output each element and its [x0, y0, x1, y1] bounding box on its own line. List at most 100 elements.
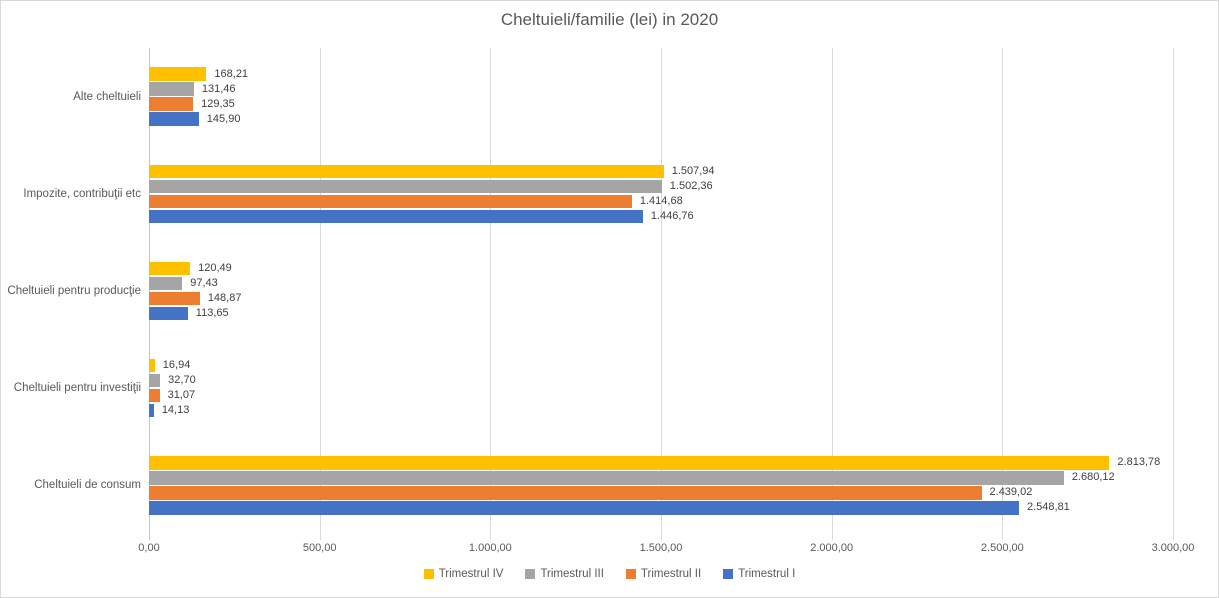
- bar-trimestrul-iv: [149, 67, 207, 81]
- bar-value-label: 2.548,81: [1026, 501, 1070, 514]
- legend-item: Trimestrul II: [625, 568, 702, 580]
- bar-value-label: 168,21: [214, 67, 249, 80]
- legend-swatch: [525, 569, 536, 579]
- bar-trimestrul-i: [149, 209, 643, 224]
- legend-swatch: [625, 569, 636, 579]
- x-tick-label: 1.000,00: [468, 542, 512, 554]
- bar-row: 16,94: [149, 358, 1173, 373]
- legend-label: Trimestrul I: [738, 568, 796, 580]
- bar-trimestrul-iii: [149, 82, 194, 96]
- gridline: [1002, 48, 1004, 540]
- bar-trimestrul-iv: [149, 456, 1110, 470]
- bar-row: 1.414,68: [149, 194, 1173, 209]
- legend-item: Trimestrul I: [723, 568, 795, 580]
- bar-trimestrul-iii: [149, 179, 662, 194]
- bar-trimestrul-i: [149, 501, 1019, 515]
- chart-title: Cheltuieli/familie (lei) in 2020: [500, 10, 719, 29]
- bar-trimestrul-ii: [149, 486, 982, 500]
- gridline: [661, 48, 662, 540]
- category-band: 2.813,78 2.680,12 2.439,02 2.548,81: [149, 437, 1173, 534]
- bar-row: 2.548,81: [149, 501, 1173, 515]
- bar-value-label: 97,43: [190, 276, 218, 289]
- bar-value-label: 131,46: [201, 82, 236, 95]
- category-band: 168,21 131,46 129,35 145,90: [149, 48, 1173, 145]
- bar-trimestrul-ii: [149, 194, 632, 209]
- bar-value-label: 31,07: [167, 389, 196, 402]
- bar-value-label: 16,94: [162, 359, 191, 372]
- bar-trimestrul-iv: [149, 164, 664, 179]
- category-band: 16,94 32,70 31,07 14,13: [149, 340, 1173, 437]
- bar-row: 14,13: [149, 403, 1173, 418]
- bar-stack: 16,94 32,70 31,07 14,13: [149, 358, 1173, 418]
- bar-trimestrul-iv: [149, 358, 155, 373]
- category-band: 1.507,94 1.502,36 1.414,68 1.446,76: [149, 145, 1173, 242]
- bar-row: 2.439,02: [149, 486, 1173, 500]
- x-tick-label: 0,00: [138, 542, 160, 554]
- bar-row: 131,46: [149, 82, 1173, 96]
- bar-trimestrul-ii: [149, 291, 200, 306]
- bar-value-label: 120,49: [198, 261, 232, 274]
- bar-trimestrul-ii: [149, 388, 160, 403]
- bar-stack: 120,49 97,43 148,87 113,65: [149, 261, 1173, 321]
- legend-item: Trimestrul III: [525, 568, 604, 580]
- plot-area: 168,21 131,46 129,35 145,90 1.507,94 1.502,36…: [149, 48, 1174, 540]
- bar-trimestrul-i: [149, 306, 188, 321]
- category-label: Alte cheltuieli: [73, 90, 141, 103]
- bar-trimestrul-iii: [149, 471, 1064, 485]
- bar-row: 113,65: [149, 306, 1173, 321]
- legend-label: Trimestrul II: [640, 568, 702, 580]
- gridline: [1173, 48, 1174, 540]
- bar-row: 1.502,36: [149, 179, 1173, 194]
- bar-trimestrul-i: [149, 403, 154, 418]
- legend-item: Trimestrul IV: [423, 568, 504, 580]
- bar-row: 1.507,94: [149, 164, 1173, 179]
- bar-row: 2.813,78: [149, 456, 1173, 470]
- bar-row: 145,90: [149, 112, 1173, 126]
- bar-value-label: 2.680,12: [1071, 471, 1115, 484]
- category-label: Cheltuieli de consum: [34, 479, 141, 492]
- bar-row: 120,49: [149, 261, 1173, 276]
- bar-row: 31,07: [149, 388, 1173, 403]
- bar-row: 1.446,76: [149, 209, 1173, 224]
- x-tick-label: 3.000,00: [1151, 542, 1195, 554]
- legend-label: Trimestrul III: [540, 568, 604, 580]
- bar-trimestrul-i: [149, 112, 199, 126]
- bar-value-label: 1.507,94: [671, 164, 715, 177]
- x-tick-label: 2.000,00: [810, 542, 854, 554]
- bar-stack: 1.507,94 1.502,36 1.414,68 1.446,76: [149, 164, 1173, 224]
- bar-row: 32,70: [149, 373, 1173, 388]
- legend: Trimestrul IV Trimestrul III Trimestrul II…: [1, 568, 1218, 580]
- bar-value-label: 32,70: [168, 374, 196, 387]
- bar-value-label: 113,65: [195, 306, 229, 319]
- category-label: Cheltuieli pentru producţie: [7, 285, 141, 297]
- legend-swatch: [423, 569, 434, 579]
- bar-trimestrul-iii: [149, 276, 183, 291]
- bar-row: 2.680,12: [149, 471, 1173, 485]
- x-tick-label: 1.500,00: [639, 542, 683, 554]
- bar-row: 168,21: [149, 67, 1173, 81]
- bar-trimestrul-iii: [149, 373, 161, 388]
- bar-value-label: 1.502,36: [669, 179, 713, 192]
- gridline: [319, 48, 321, 540]
- bar-value-label: 129,35: [201, 97, 235, 110]
- bar-value-label: 2.813,78: [1117, 456, 1161, 469]
- bar-value-label: 1.446,76: [650, 209, 694, 222]
- bar-value-label: 145,90: [206, 112, 241, 125]
- bar-trimestrul-iv: [149, 261, 191, 276]
- bar-value-label: 1.414,68: [639, 194, 683, 207]
- gridline: [490, 48, 492, 540]
- bar-stack: 168,21 131,46 129,35 145,90: [149, 67, 1173, 126]
- legend-label: Trimestrul IV: [438, 568, 504, 580]
- x-tick-label: 500,00: [302, 542, 337, 554]
- bar-row: 97,43: [149, 276, 1173, 291]
- gridline: [831, 48, 833, 540]
- category-axis: Alte cheltuieli Impozite, contribuţii etc…: [1, 48, 141, 534]
- bar-row: 148,87: [149, 291, 1173, 306]
- bar-value-label: 148,87: [207, 291, 242, 304]
- category-band: 120,49 97,43 148,87 113,65: [149, 242, 1173, 339]
- category-label: Cheltuieli pentru investiţii: [13, 382, 141, 395]
- bar-stack: 2.813,78 2.680,12 2.439,02 2.548,81: [149, 456, 1173, 515]
- legend-swatch: [723, 569, 734, 579]
- bar-value-label: 14,13: [161, 404, 190, 417]
